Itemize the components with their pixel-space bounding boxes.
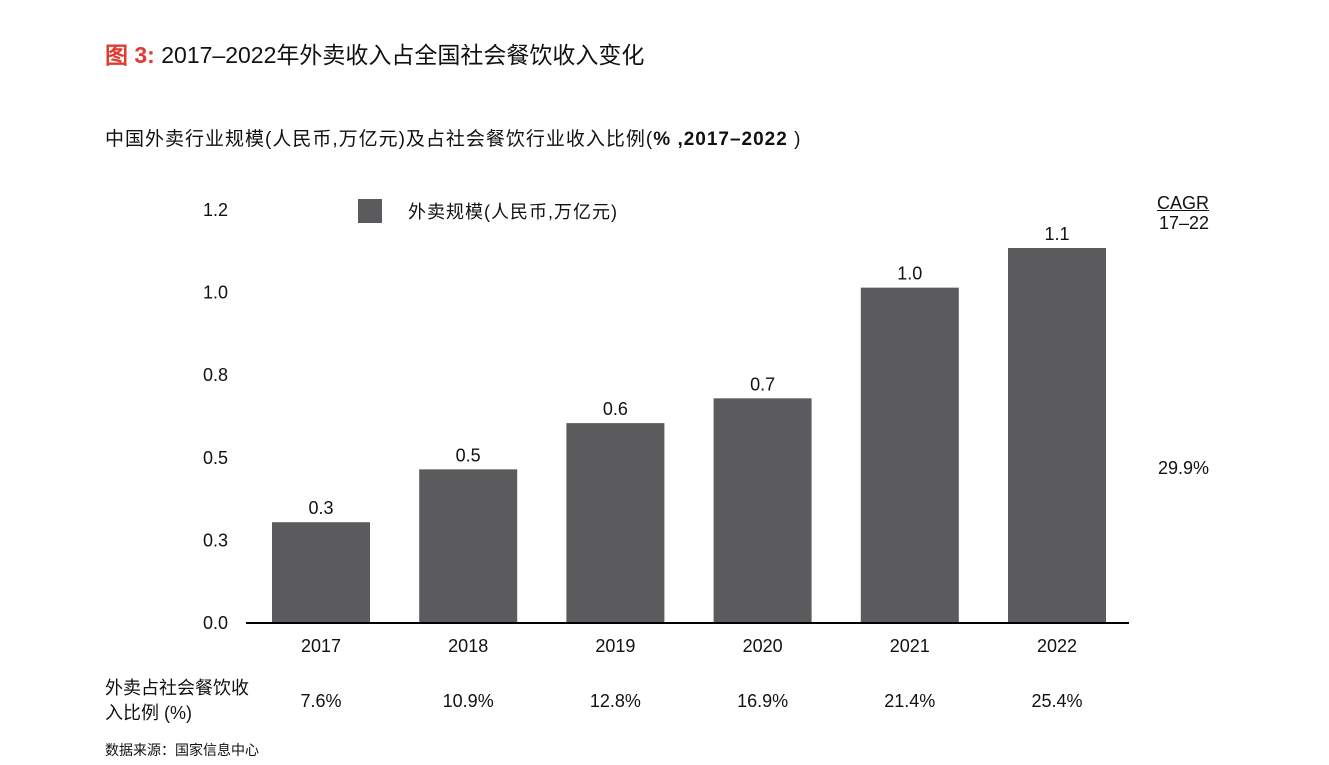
bar-value-label: 0.3 — [308, 498, 333, 518]
bar — [272, 522, 370, 623]
bar — [419, 469, 518, 623]
cagr-period: 17–22 — [1158, 213, 1209, 233]
x-tick-label: 2019 — [595, 636, 635, 656]
bar — [1008, 247, 1106, 623]
y-tick-label: 1.0 — [203, 283, 228, 303]
bar-value-label: 1.0 — [897, 264, 922, 284]
subtitle-bold: % ,2017–2022 — [653, 129, 795, 150]
x-tick-label: 2017 — [301, 636, 341, 656]
bar — [713, 398, 812, 623]
cagr-header: CAGR 17–22 — [1157, 193, 1209, 233]
y-tick-label: 0.8 — [203, 365, 228, 385]
x-tick-label: 2021 — [890, 636, 930, 656]
bar-value-label: 1.1 — [1044, 224, 1069, 244]
share-value: 10.9% — [442, 691, 494, 711]
share-row-label: 外卖占社会餐饮收入比例 (%) — [105, 678, 249, 723]
x-tick-label: 2018 — [448, 636, 488, 656]
cagr-label: CAGR — [1156, 193, 1209, 213]
y-tick-label: 0.5 — [203, 448, 228, 468]
share-value: 25.4% — [1031, 691, 1083, 711]
chart-subtitle: 中国外卖行业规模(人民币,万亿元)及占社会餐饮行业收入比例(% ,2017–20… — [105, 124, 801, 151]
x-tick-label: 2020 — [743, 636, 783, 656]
share-value: 21.4% — [884, 691, 936, 711]
bar-value-label: 0.6 — [603, 399, 628, 419]
bar-value-label: 0.5 — [456, 445, 481, 465]
bar-value-label: 0.7 — [750, 374, 775, 394]
figure-title-text: 2017–2022年外卖收入占全国社会餐饮收入变化 — [161, 42, 645, 68]
y-tick-label: 0.0 — [203, 613, 228, 633]
source-note: 数据来源：国家信息中心 — [105, 742, 259, 758]
y-tick-label: 0.3 — [203, 530, 228, 550]
share-value: 12.8% — [589, 691, 641, 711]
bar — [860, 287, 959, 623]
legend-label: 外卖规模(人民币,万亿元) — [408, 202, 618, 222]
share-value: 7.6% — [300, 691, 342, 711]
bar — [566, 423, 665, 623]
subtitle-main: 中国外卖行业规模(人民币,万亿元)及占社会餐饮行业收入比例( — [105, 129, 654, 150]
subtitle-end: ) — [794, 129, 802, 150]
legend-swatch — [358, 199, 382, 223]
share-value: 16.9% — [737, 691, 789, 711]
y-tick-label: 1.2 — [203, 200, 228, 220]
chart-legend: 外卖规模(人民币,万亿元) — [358, 198, 618, 224]
figure-title: 图 3: 2017–2022年外卖收入占全国社会餐饮收入变化 — [105, 36, 644, 70]
cagr-value: 29.9% — [1157, 458, 1209, 478]
x-tick-label: 2022 — [1037, 636, 1077, 656]
figure-tag: 图 3: — [105, 42, 155, 68]
